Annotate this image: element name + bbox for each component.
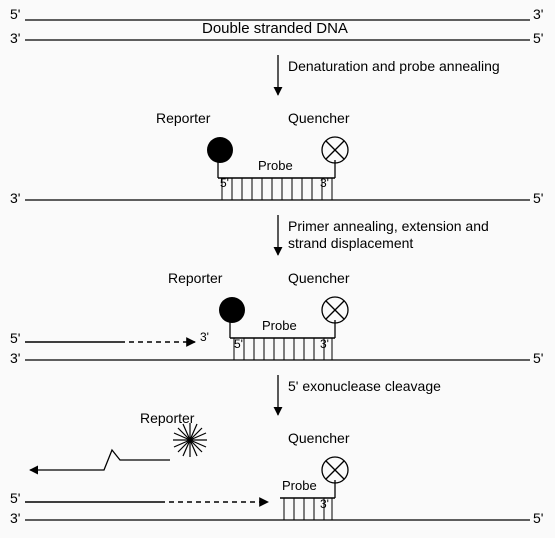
p3-probe-label: Probe [262, 318, 297, 334]
p4-reporter-label: Reporter [140, 410, 194, 427]
p2-3prime-bl: 3' [10, 190, 20, 207]
step1-label: Denaturation and probe annealing [288, 58, 500, 75]
p2-5prime-br: 5' [533, 190, 543, 207]
p4-reporter-star [173, 423, 207, 457]
p2-quencher [322, 137, 348, 163]
p3-5prime-br: 5' [533, 350, 543, 367]
p4-probe-3: 3' [320, 497, 329, 511]
p2-probe-3: 3' [320, 176, 329, 190]
p2-reporter-label: Reporter [156, 110, 210, 127]
p3-quencher [322, 297, 348, 323]
p3-quencher-label: Quencher [288, 270, 349, 287]
diagram-svg [0, 0, 555, 538]
p4-3prime-bl: 3' [10, 510, 20, 527]
p2-probe-label: Probe [258, 158, 293, 174]
p1-5prime-br: 5' [533, 30, 543, 47]
p2-reporter-dot [207, 137, 233, 163]
p1-3prime-bl: 3' [10, 30, 20, 47]
p1-title: Double stranded DNA [202, 20, 348, 38]
diagram-canvas: 5' 3' 3' 5' Double stranded DNA Denatura… [0, 0, 555, 538]
p3-probe-5: 5' [234, 337, 243, 351]
p2-quencher-label: Quencher [288, 110, 349, 127]
p3-probe-3: 3' [320, 337, 329, 351]
p2-teeth [222, 178, 332, 200]
p3-5prime-tl: 5' [10, 330, 20, 347]
p3-3prime-bl: 3' [10, 350, 20, 367]
p2-probe-5: 5' [220, 176, 229, 190]
p4-emission-arrow [30, 450, 170, 470]
p3-reporter-dot [219, 297, 245, 323]
p4-quencher-label: Quencher [288, 430, 349, 447]
p3-teeth [234, 338, 332, 360]
step3-label: 5' exonuclease cleavage [288, 378, 441, 395]
p4-probe-label: Probe [282, 478, 317, 494]
p1-3prime-tr: 3' [533, 6, 543, 23]
p3-reporter-label: Reporter [168, 270, 222, 287]
p4-5prime-tl: 5' [10, 490, 20, 507]
p4-5prime-br: 5' [533, 510, 543, 527]
p1-5prime-tl: 5' [10, 6, 20, 23]
p4-quencher [322, 457, 348, 483]
step2-label: Primer annealing, extension and strand d… [288, 218, 489, 252]
p3-primer-3: 3' [200, 330, 209, 344]
